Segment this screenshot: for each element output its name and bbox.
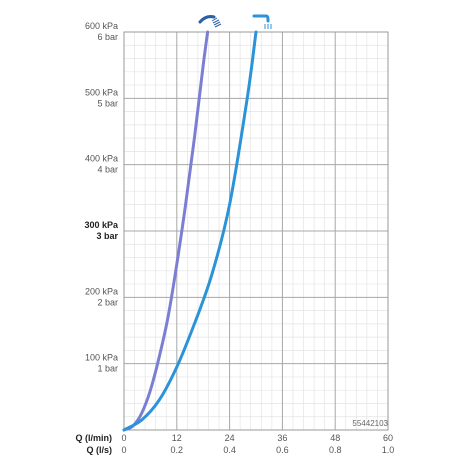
y-tick-label-bar: 4 bar [97, 165, 118, 175]
x-tick-label-lmin: 12 [172, 433, 182, 443]
x-axis-label-ls: Q (l/s) [86, 445, 112, 455]
flow-curves [122, 30, 258, 432]
y-tick-label-bar: 2 bar [97, 297, 118, 307]
y-tick-label-kpa: 600 kPa [85, 21, 118, 31]
flow-curve-2 [122, 30, 258, 432]
y-tick-label-kpa: 500 kPa [85, 87, 118, 97]
x-tick-label-lmin: 48 [330, 433, 340, 443]
x-axis-label-lmin: Q (l/min) [76, 433, 113, 443]
shower-head-icon [252, 14, 272, 29]
y-tick-label-bar: 3 bar [96, 231, 118, 241]
x-tick-label-ls: 0.2 [171, 445, 184, 455]
x-tick-label-lmin: 60 [383, 433, 393, 443]
major-grid [123, 31, 389, 430]
x-tick-label-ls: 0 [121, 445, 126, 455]
x-tick-label-ls: 1.0 [382, 445, 395, 455]
y-tick-label-kpa: 100 kPa [85, 353, 118, 363]
x-tick-label-ls: 0.8 [329, 445, 342, 455]
x-tick-label-lmin: 36 [277, 433, 287, 443]
x-axis-ticks: 0 0 12 0.2 24 0.4 36 0.6 48 0.8 60 1.0 [121, 433, 394, 455]
y-tick-label-kpa: 300 kPa [84, 220, 119, 230]
rain-spray-icon [198, 15, 222, 28]
x-tick-label-lmin: 0 [121, 433, 126, 443]
y-tick-label-bar: 5 bar [97, 98, 118, 108]
x-tick-label-lmin: 24 [225, 433, 235, 443]
y-tick-label-bar: 6 bar [97, 32, 118, 42]
flow-curve-1 [122, 30, 210, 432]
x-tick-label-ls: 0.4 [223, 445, 236, 455]
y-tick-label-kpa: 200 kPa [85, 286, 118, 296]
y-tick-label-bar: 1 bar [97, 364, 118, 374]
x-tick-label-ls: 0.6 [276, 445, 289, 455]
product-code: 55442103 [352, 419, 388, 428]
y-tick-label-kpa: 400 kPa [85, 154, 118, 164]
